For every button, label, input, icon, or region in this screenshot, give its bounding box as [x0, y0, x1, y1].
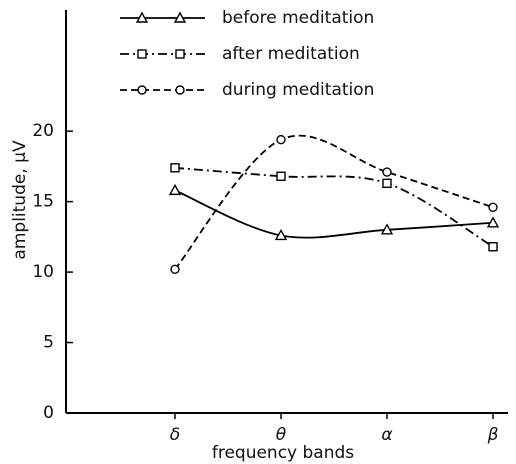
- legend-label: after meditation: [222, 44, 360, 64]
- marker: [486, 216, 500, 228]
- marker: [170, 264, 180, 274]
- series-line: [174, 166, 494, 248]
- marker: [382, 167, 392, 177]
- legend-label: before meditation: [222, 8, 374, 28]
- x-tick-label: α: [381, 425, 392, 445]
- marker: [173, 11, 187, 23]
- marker: [137, 49, 147, 59]
- marker: [382, 178, 392, 189]
- marker: [380, 223, 394, 235]
- legend-label: during meditation: [222, 80, 374, 100]
- marker: [488, 242, 498, 252]
- x-tick-label: β: [487, 425, 499, 445]
- marker: [175, 85, 185, 95]
- y-tick-label: 20: [32, 121, 54, 141]
- marker: [137, 85, 147, 95]
- x-tick-label: δ: [170, 425, 180, 445]
- y-tick-label: 15: [32, 192, 54, 212]
- x-axis-label: frequency bands: [212, 443, 354, 463]
- series-line: [174, 189, 494, 239]
- marker: [175, 49, 185, 59]
- series-line: [174, 134, 494, 270]
- marker: [488, 202, 498, 212]
- x-tick-label: θ: [276, 425, 287, 445]
- y-tick-label: 10: [32, 262, 54, 282]
- marker: [168, 183, 182, 196]
- y-axis-label: amplitude, μV: [10, 140, 30, 260]
- y-tick-label: 0: [43, 403, 54, 423]
- y-tick-label: 5: [43, 333, 54, 353]
- marker: [170, 163, 180, 173]
- marker: [135, 11, 149, 23]
- marker: [274, 229, 288, 241]
- marker: [276, 134, 286, 145]
- marker: [276, 171, 286, 181]
